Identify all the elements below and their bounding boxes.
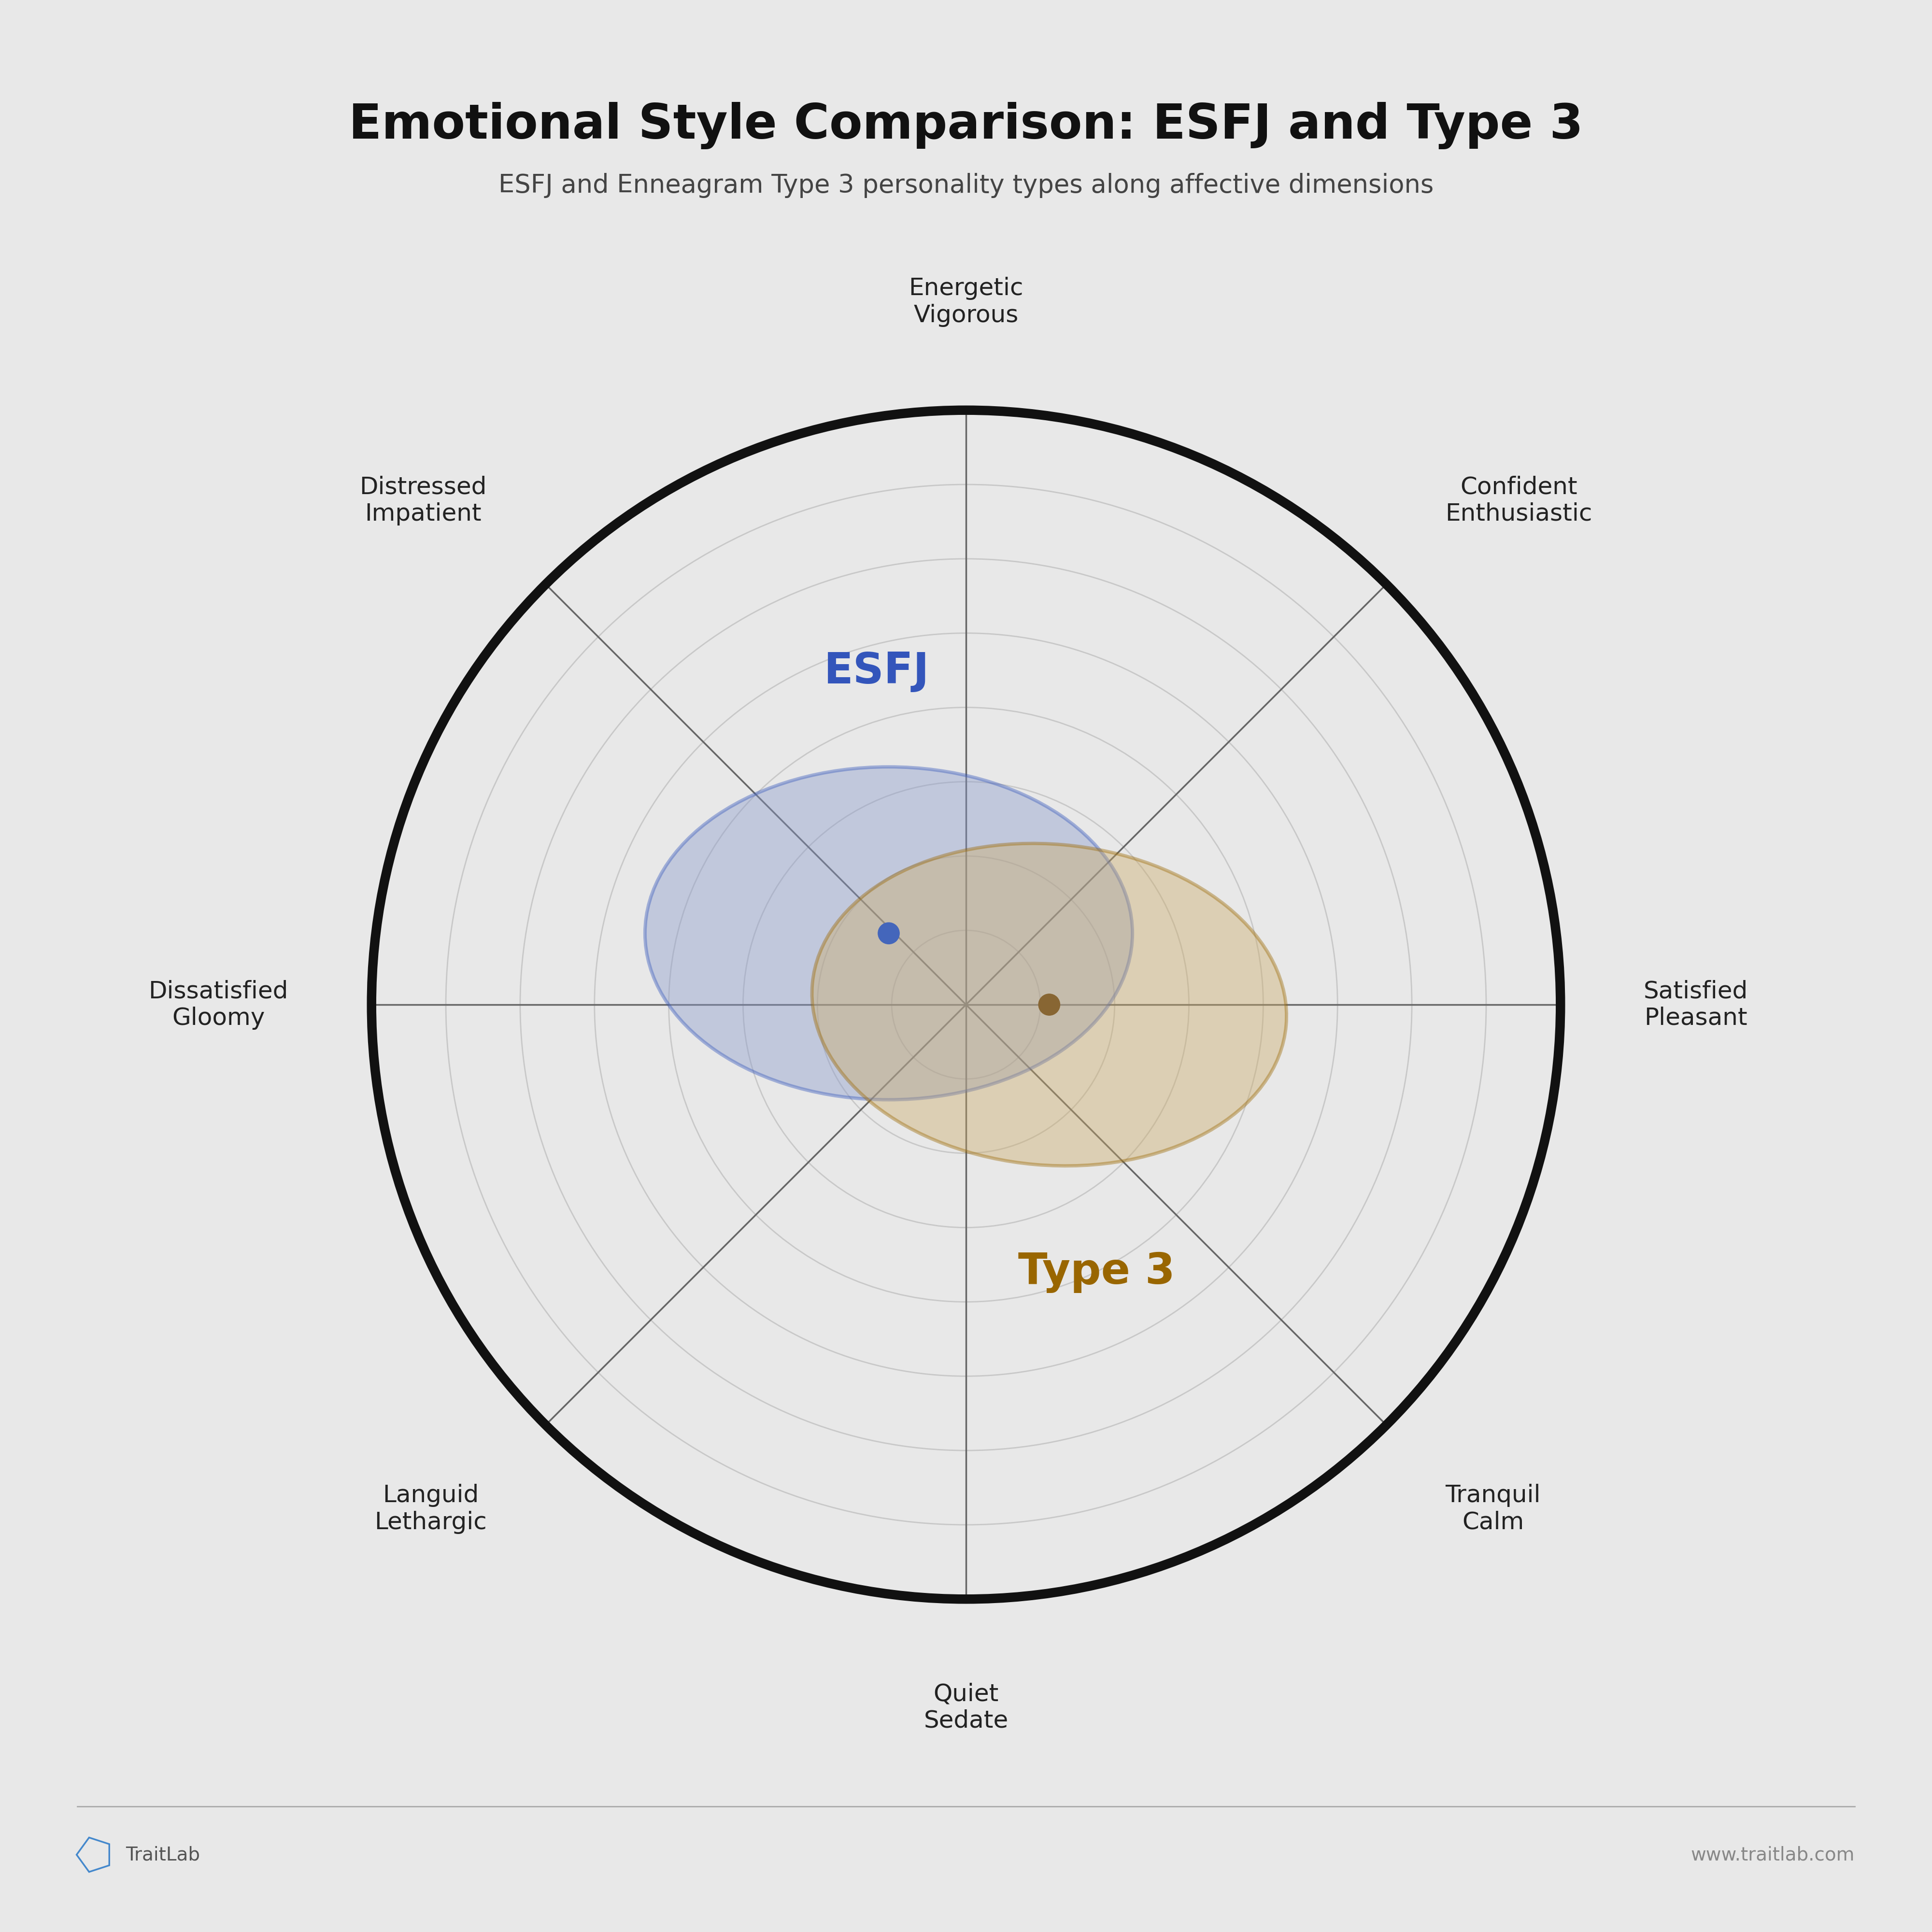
Text: ESFJ and Enneagram Type 3 personality types along affective dimensions: ESFJ and Enneagram Type 3 personality ty… [498,174,1434,199]
Text: TraitLab: TraitLab [126,1845,201,1864]
Ellipse shape [645,767,1132,1099]
Text: ESFJ: ESFJ [825,651,929,694]
Text: Tranquil
Calm: Tranquil Calm [1445,1484,1540,1534]
Text: Dissatisfied
Gloomy: Dissatisfied Gloomy [149,980,288,1030]
Circle shape [1039,993,1061,1016]
Text: Type 3: Type 3 [1018,1252,1175,1293]
Ellipse shape [811,844,1287,1165]
Text: Confident
Enthusiastic: Confident Enthusiastic [1445,475,1592,526]
Text: Quiet
Sedate: Quiet Sedate [923,1683,1009,1733]
Text: Energetic
Vigorous: Energetic Vigorous [908,276,1024,327]
Circle shape [877,923,900,945]
Text: Satisfied
Pleasant: Satisfied Pleasant [1644,980,1748,1030]
Text: Distressed
Impatient: Distressed Impatient [359,475,487,526]
Text: Emotional Style Comparison: ESFJ and Type 3: Emotional Style Comparison: ESFJ and Typ… [350,102,1582,149]
Text: Languid
Lethargic: Languid Lethargic [375,1484,487,1534]
Text: www.traitlab.com: www.traitlab.com [1690,1845,1855,1864]
